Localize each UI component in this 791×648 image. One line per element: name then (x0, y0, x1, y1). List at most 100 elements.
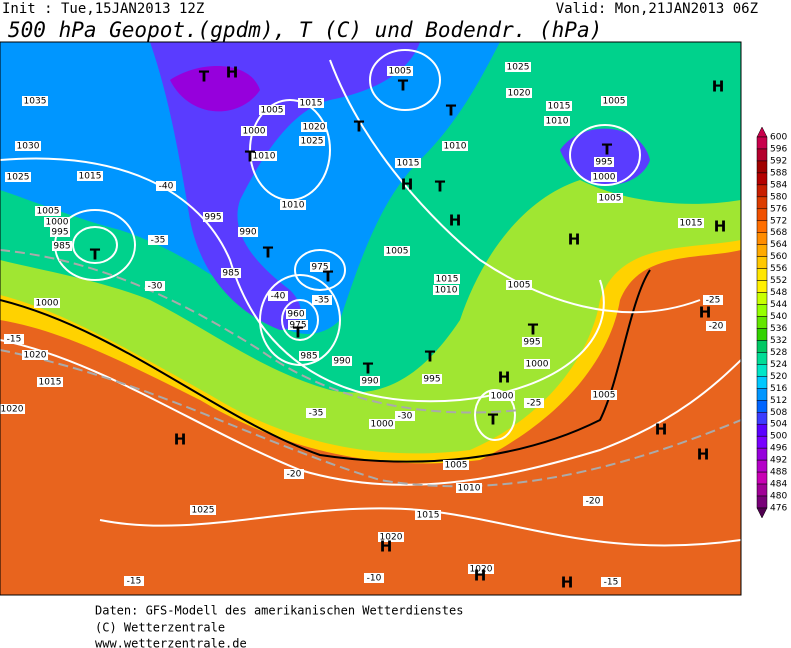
contour-label: 1005 (593, 391, 616, 401)
pressure-center: H (380, 538, 393, 556)
colorbar-label: 584 (770, 180, 787, 190)
contour-label: -35 (151, 236, 166, 246)
label-box (422, 374, 442, 384)
label-box (597, 193, 623, 203)
pressure-center: T (293, 324, 304, 342)
contour-label: 1015 (548, 102, 571, 112)
colorbar-label: 528 (770, 348, 787, 358)
colorbar-label: 544 (770, 300, 787, 310)
pressure-center: H (474, 567, 487, 585)
label-box (594, 157, 614, 167)
colorbar-cell (756, 160, 768, 174)
contour-label: 1005 (603, 97, 626, 107)
pressure-center: T (90, 246, 101, 264)
pressure-center: H (401, 176, 414, 194)
label-box (591, 390, 617, 400)
colorbar-cell (756, 172, 768, 186)
pressure-center: H (561, 574, 574, 592)
label-box (332, 356, 352, 366)
pressure-center: H (498, 369, 511, 387)
pressure-center: T (323, 268, 334, 286)
label-box (456, 483, 482, 493)
colorbar-label: 520 (770, 372, 787, 382)
contour-label: 995 (523, 338, 540, 348)
colorbar-label: 488 (770, 468, 787, 478)
contour-label: 995 (595, 158, 612, 168)
contour-label: -15 (127, 577, 142, 587)
label-box (301, 122, 327, 132)
contour-label: 1005 (445, 461, 468, 471)
contour-label: -35 (315, 296, 330, 306)
footer-line: Daten: GFS-Modell des amerikanischen Wet… (95, 604, 463, 618)
contour-label: 1020 (470, 565, 493, 575)
contour-label: 1000 (243, 127, 266, 137)
contour-label: -25 (527, 399, 542, 409)
label-box (15, 141, 41, 151)
pressure-center: T (263, 244, 274, 262)
blue-region (0, 42, 500, 334)
colorbar-cell (756, 280, 768, 293)
colorbar-label: 548 (770, 288, 787, 298)
contour-label: 1005 (389, 67, 412, 77)
label-box (286, 309, 306, 319)
label-box (678, 218, 704, 228)
contour-label: 1020 (24, 351, 47, 361)
contour-label: -20 (709, 322, 724, 332)
label-box (442, 141, 468, 151)
pressure-center: T (245, 148, 256, 166)
label-box (591, 172, 617, 182)
contour-label: 1020 (508, 89, 531, 99)
label-box (50, 227, 70, 237)
contour-label: -20 (586, 497, 601, 507)
colorbar-cell (756, 352, 768, 365)
label-box (241, 126, 267, 136)
contour-label: 1020 (303, 123, 326, 133)
label-box (299, 136, 325, 146)
colorbar-label: 500 (770, 432, 787, 442)
pressure-center: H (449, 212, 462, 230)
contour-label: 1010 (282, 201, 305, 211)
contour-label: 1015 (79, 172, 102, 182)
label-box (434, 274, 460, 284)
label-box (443, 460, 469, 470)
contour-label: -40 (271, 292, 286, 302)
colorbar-cell (756, 388, 768, 401)
colorbar-label: 580 (770, 192, 787, 202)
label-box (251, 151, 277, 161)
colorbar-label: 568 (770, 228, 787, 238)
contour-label: 1030 (17, 142, 40, 152)
pressure-center: T (528, 321, 539, 339)
contour-label: 1025 (192, 506, 215, 516)
contour-label: 990 (361, 377, 378, 387)
colorbar-label: 572 (770, 216, 787, 226)
contour-label: -10 (367, 574, 382, 584)
contour-label: -15 (604, 578, 619, 588)
label-box (52, 241, 72, 251)
colorbar-cell (756, 340, 768, 353)
colorbar-label: 600 (770, 133, 787, 143)
contour-label: 1015 (300, 99, 323, 109)
contour-label: 960 (287, 310, 304, 320)
contour-label: -30 (148, 282, 163, 292)
colorbar-cell (756, 256, 768, 269)
colorbar-cell (756, 208, 768, 222)
colorbar-label: 496 (770, 444, 787, 454)
pressure-center: H (655, 421, 668, 439)
label-box (4, 334, 24, 344)
colorbar-cell (756, 364, 768, 377)
label-box (280, 200, 306, 210)
colorbar-label: 476 (770, 504, 787, 514)
contour-label: 985 (222, 269, 239, 279)
label-box (44, 217, 70, 227)
label-box (299, 351, 319, 361)
colorbar-cell (756, 196, 768, 210)
contour-552 (0, 269, 651, 463)
pressure-center: H (226, 64, 239, 82)
label-box (524, 359, 550, 369)
pressure-center: H (568, 231, 581, 249)
label-box (522, 337, 542, 347)
contour-label: -20 (287, 470, 302, 480)
label-box (360, 376, 380, 386)
colorbar-label: 536 (770, 324, 787, 334)
